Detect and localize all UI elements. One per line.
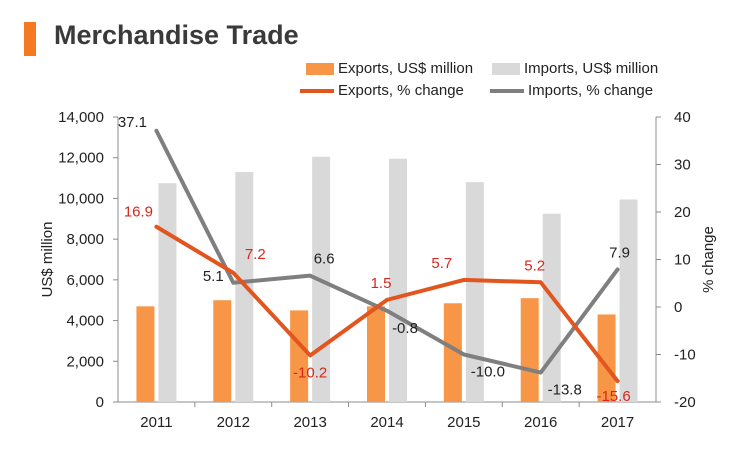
legend-label-imports-bar: Imports, US$ million: [524, 60, 659, 77]
exports-change-data-label: -10.2: [293, 364, 327, 381]
exports-change-data-label: 7.2: [245, 246, 266, 263]
title-accent-bar: [24, 22, 36, 56]
legend-item-imports-bar: Imports, US$ million: [492, 60, 658, 77]
imports-change-data-label: -13.8: [548, 382, 582, 399]
legend-item-exports-line: Exports, % change: [300, 82, 464, 99]
right-tick-label: 20: [674, 204, 691, 221]
imports-bar: [619, 199, 638, 402]
imports-bar: [465, 182, 484, 402]
exports-bar: [520, 298, 539, 402]
left-tick-label: 4,000: [66, 313, 104, 330]
x-tick-label: 2016: [524, 414, 557, 431]
exports-change-data-label: -15.6: [596, 388, 630, 405]
exports-bar: [213, 300, 232, 402]
legend-label-exports-bar: Exports, US$ million: [338, 60, 474, 77]
exports-bar: [136, 306, 155, 402]
legend-swatch-exports-bar: [306, 62, 334, 75]
x-tick-label: 2015: [447, 414, 480, 431]
legend-label-exports-line: Exports, % change: [338, 82, 464, 99]
legend-label-imports-line: Imports, % change: [528, 82, 654, 99]
exports-change-data-label: 1.5: [371, 275, 392, 292]
x-tick-label: 2012: [217, 414, 250, 431]
legend-swatch-exports-line: [300, 88, 334, 93]
exports-bar: [367, 306, 385, 402]
imports-change-data-label: -0.8: [392, 320, 418, 337]
legend-swatch-imports-bar: [492, 62, 520, 75]
x-tick-label: 2013: [293, 414, 326, 431]
y-axis-label-left: US$ million: [39, 222, 56, 298]
left-tick-label: 0: [96, 394, 104, 411]
exports-bar: [290, 310, 309, 402]
imports-change-data-label: -10.0: [471, 364, 505, 381]
imports-bar: [158, 183, 177, 402]
right-tick-label: 10: [674, 252, 691, 269]
x-tick-label: 2011: [140, 414, 172, 431]
y-axis-label-right: % change: [700, 226, 717, 293]
exports-change-data-label: 5.2: [524, 257, 545, 274]
imports-bar: [542, 213, 561, 402]
exports-change-line: [154, 224, 620, 384]
imports-change-data-label: 37.1: [118, 114, 147, 131]
right-tick-label: 0: [674, 299, 682, 316]
left-tick-label: 6,000: [66, 272, 104, 289]
right-tick-label: -10: [674, 347, 696, 364]
exports-change-data-label: 16.9: [124, 204, 153, 221]
x-tick-label: 2017: [601, 414, 634, 431]
right-tick-label: 30: [674, 157, 691, 174]
legend-swatch-imports-line: [490, 88, 524, 93]
chart-title: Merchandise Trade: [54, 20, 299, 50]
x-tick-label: 2014: [370, 414, 403, 431]
left-tick-label: 12,000: [58, 150, 104, 167]
right-tick-label: -20: [674, 394, 696, 411]
imports-change-data-label: 6.6: [314, 251, 335, 268]
left-tick-label: 8,000: [66, 231, 104, 248]
legend-item-exports-bar: Exports, US$ million: [306, 60, 473, 77]
exports-bar: [443, 303, 462, 402]
exports-bar: [597, 314, 616, 402]
imports-change-data-label: 5.1: [203, 268, 224, 285]
left-tick-label: 10,000: [58, 190, 104, 207]
left-tick-label: 14,000: [58, 109, 104, 126]
legend-item-imports-line: Imports, % change: [490, 82, 653, 99]
right-tick-label: 40: [674, 109, 691, 126]
exports-change-data-label: 5.7: [431, 255, 452, 272]
imports-change-data-label: 7.9: [609, 244, 630, 261]
imports-bar: [389, 158, 407, 402]
left-tick-label: 2,000: [66, 353, 104, 370]
imports-change-line: [154, 128, 620, 375]
